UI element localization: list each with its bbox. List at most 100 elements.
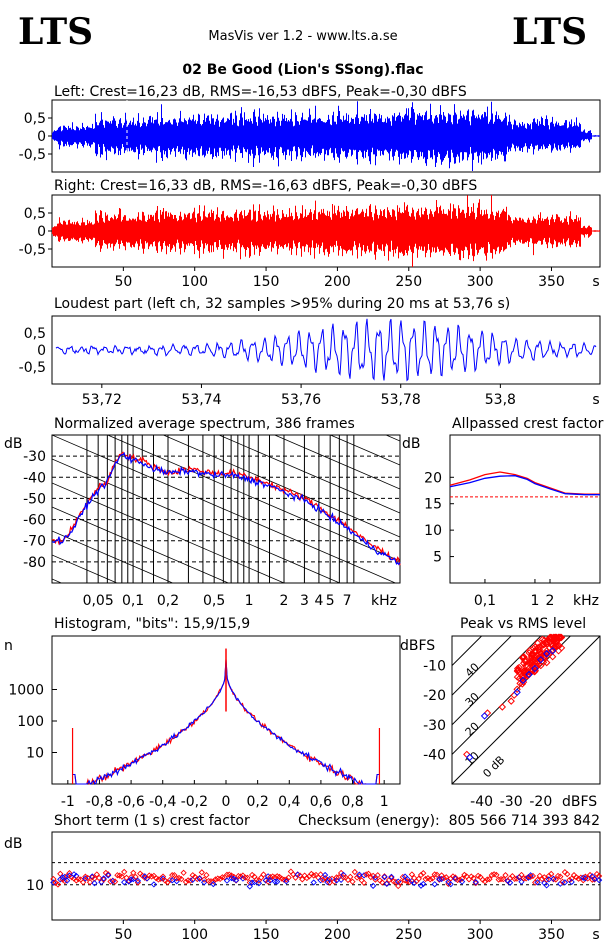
short-term-crest-point-right: [493, 871, 500, 879]
short-term-crest-point-right: [580, 877, 587, 884]
app-title: MasVis ver 1.2 - www.lts.a.se: [208, 29, 397, 44]
short-term-crest-point-right: [470, 874, 477, 882]
short-term-crest-point-left: [283, 878, 290, 885]
short-term-crest-point-right: [121, 868, 128, 876]
short-term-crest-xtick: 300: [467, 927, 494, 943]
crest-factor-xtick: 2: [546, 593, 555, 609]
short-term-crest-point-right: [86, 879, 94, 886]
short-term-crest-point-left: [356, 871, 363, 878]
right-waveform-xtick: 50: [114, 274, 132, 290]
short-term-crest-point-right: [465, 876, 473, 883]
peak-vs-rms-point-right: [543, 658, 551, 667]
histogram-xtick: -0,2: [181, 794, 208, 810]
short-term-crest-point-left: [438, 875, 445, 883]
short-term-crest-point-right: [420, 870, 427, 877]
short-term-crest-point-right: [194, 875, 201, 883]
loudest-part-series: [55, 318, 597, 382]
peak-vs-rms-point-left: [548, 647, 557, 655]
short-term-crest-point-right: [408, 871, 416, 878]
short-term-crest-point-right: [166, 876, 174, 884]
short-term-crest-point-right: [538, 875, 546, 883]
short-term-crest-point-right: [529, 872, 537, 880]
short-term-crest-point-right: [513, 875, 521, 882]
short-term-crest-point-left: [150, 881, 158, 888]
peak-vs-rms-xtick: -40: [470, 794, 493, 810]
short-term-crest-xtick: 200: [324, 927, 351, 943]
peak-vs-rms-point-right: [551, 640, 560, 648]
right-waveform-ytick: 0: [37, 224, 46, 240]
spectrum-xtick: 2: [280, 593, 289, 609]
short-term-crest-point-right: [93, 871, 100, 878]
spectrum-series-left: [51, 451, 401, 566]
short-term-crest-point-right: [296, 872, 304, 879]
short-term-crest-point-right: [299, 876, 306, 883]
short-term-crest-point-right: [379, 879, 386, 886]
loudest-part-xtick: 53,74: [181, 392, 221, 408]
short-term-crest-point-left: [326, 875, 333, 883]
histogram-xtick: 0,6: [310, 794, 332, 810]
short-term-crest-point-right: [205, 877, 212, 885]
crest-factor-ytick: 20: [424, 470, 442, 486]
short-term-crest-point-left: [105, 872, 112, 879]
short-term-crest-point-right: [198, 869, 205, 876]
short-term-crest-point-right: [246, 879, 253, 886]
short-term-crest-point-right: [522, 875, 530, 882]
loudest-part-xtick: 53,78: [381, 392, 421, 408]
crest-factor-ytick: 15: [424, 497, 442, 513]
short-term-crest-point-left: [63, 877, 71, 884]
short-term-crest-point-right: [283, 876, 290, 883]
peak-vs-rms-point-left: [525, 670, 533, 679]
peak-vs-rms-point-left: [537, 655, 545, 664]
short-term-crest-point-left: [121, 879, 128, 886]
peak-vs-rms-point-right: [537, 649, 545, 657]
short-term-crest-point-right: [118, 873, 126, 880]
spectrum-ytick: -40: [23, 470, 46, 486]
short-term-crest-point-right: [488, 871, 495, 879]
short-term-crest-point-right: [363, 871, 370, 878]
short-term-crest-point-right: [584, 875, 591, 882]
short-term-crest-point-right: [125, 877, 132, 884]
short-term-crest-point-right: [260, 871, 267, 878]
short-term-crest-point-right: [427, 876, 434, 883]
peak-vs-rms-title: Peak vs RMS level: [460, 616, 586, 632]
short-term-crest-point-right: [502, 871, 509, 879]
histogram-xtick: 1: [380, 794, 389, 810]
short-term-crest-point-right: [50, 875, 57, 883]
short-term-crest-point-right: [54, 881, 62, 888]
spectrum-xtick: 1: [245, 593, 254, 609]
short-term-crest-point-right: [180, 869, 187, 876]
spectrum-slope-line: [52, 435, 397, 583]
peak-vs-rms-point-right: [529, 650, 538, 659]
short-term-crest-point-left: [321, 871, 329, 879]
left-waveform-ytick: -0,5: [19, 147, 46, 163]
short-term-crest-point-right: [595, 872, 603, 880]
peak-vs-rms-crest-line: [452, 636, 542, 726]
short-term-crest-point-right: [214, 875, 221, 882]
loudest-part-ytick: 0,5: [24, 326, 46, 342]
short-term-crest-point-left: [91, 880, 98, 887]
spectrum-xtick: 4: [314, 593, 323, 609]
short-term-crest-point-right: [61, 877, 68, 885]
spectrum-ytick: -50: [23, 491, 46, 507]
short-term-crest-point-right: [210, 878, 217, 885]
short-term-crest-point-right: [575, 875, 582, 882]
short-term-crest-point-left: [210, 880, 217, 888]
short-term-crest-point-right: [454, 876, 461, 884]
peak-vs-rms-ylabel: dBFS: [400, 638, 435, 654]
right-waveform-xtick: 200: [324, 274, 351, 290]
right-waveform-ytick: -0,5: [19, 242, 46, 258]
right-waveform-xtick: 150: [253, 274, 280, 290]
peak-vs-rms-point-right: [533, 639, 542, 647]
short-term-crest-point-right: [406, 878, 413, 886]
histogram-xtick: -1: [61, 794, 75, 810]
histogram-xtick: -0,8: [86, 794, 113, 810]
crest-factor-ytick: 5: [433, 550, 442, 566]
checksum-label: Checksum (energy):: [298, 813, 440, 829]
short-term-crest-point-right: [287, 868, 295, 875]
spectrum-xtick: 0,2: [157, 593, 179, 609]
spectrum-slope-line: [52, 506, 230, 583]
short-term-crest-point-left: [82, 875, 89, 882]
short-term-crest-point-right: [415, 875, 422, 882]
peak-vs-rms-point-left: [543, 650, 551, 658]
histogram-xtick: 0,4: [278, 794, 300, 810]
